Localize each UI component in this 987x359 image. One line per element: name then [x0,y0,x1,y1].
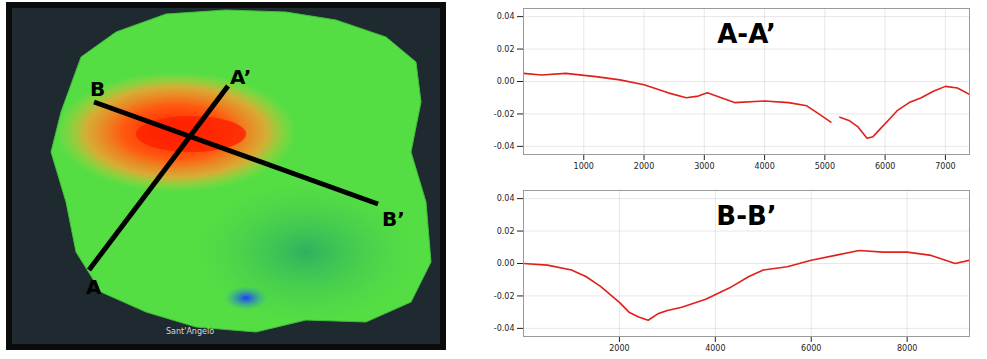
svg-text:0.02: 0.02 [497,45,515,54]
svg-text:0.00: 0.00 [497,259,515,268]
svg-text:6000: 6000 [801,344,821,353]
svg-text:6000: 6000 [875,162,895,171]
svg-text:B-B’: B-B’ [716,201,776,231]
svg-text:-0.04: -0.04 [494,324,515,333]
svg-text:1000: 1000 [574,162,594,171]
svg-text:3000: 3000 [694,162,714,171]
svg-text:8000: 8000 [897,344,917,353]
svg-text:A-A’: A-A’ [717,19,776,49]
svg-text:0.02: 0.02 [497,227,515,236]
svg-text:0.04: 0.04 [497,12,515,21]
svg-text:2000: 2000 [634,162,654,171]
svg-text:0.00: 0.00 [497,77,515,86]
svg-text:7000: 7000 [935,162,955,171]
svg-text:B: B [90,77,105,101]
svg-text:4000: 4000 [705,344,725,353]
svg-text:Sant'Angelo: Sant'Angelo [166,327,214,336]
svg-text:-0.02: -0.02 [494,110,515,119]
svg-text:-0.04: -0.04 [494,142,515,151]
svg-text:B’: B’ [382,207,405,231]
svg-text:2000: 2000 [609,344,629,353]
svg-text:4000: 4000 [754,162,774,171]
svg-text:0.04: 0.04 [497,194,515,203]
svg-text:-0.02: -0.02 [494,292,515,301]
svg-text:A’: A’ [230,65,251,89]
svg-text:A: A [86,275,102,299]
svg-text:5000: 5000 [815,162,835,171]
